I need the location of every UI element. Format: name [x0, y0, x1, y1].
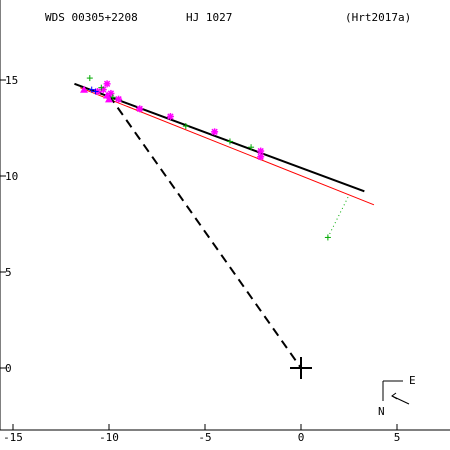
x-tick-label: -5: [198, 431, 211, 444]
speckle-point-d2: [211, 128, 218, 135]
speckle-point-d2: [103, 80, 111, 87]
reference: (Hrt2017a): [345, 11, 411, 24]
axis-ticks: -15 -10 -5 0 5 0 5 10 15: [0, 74, 400, 444]
compass-north-label: N: [378, 405, 385, 418]
compass-east-label: E: [409, 374, 416, 387]
compass: E N: [378, 374, 416, 418]
speckle-point-d2: [136, 105, 143, 112]
x-tick-label: -15: [3, 431, 23, 444]
triangle-point: [105, 95, 113, 103]
triangle-point: [80, 85, 89, 93]
periastron-dashed-line: [108, 94, 302, 369]
speckle-point-d2: [100, 86, 107, 93]
speckle-point-d2: [167, 113, 174, 120]
residual-dotted-line: [327, 194, 350, 238]
y-tick-label: 15: [5, 74, 18, 87]
speckle-point-d2: [257, 147, 264, 155]
data-markers: [80, 75, 331, 379]
speckle-point-d2: [257, 153, 264, 160]
x-tick-label: 5: [394, 431, 401, 444]
fit-lines: [74, 82, 375, 369]
y-tick-label: 10: [5, 170, 18, 183]
y-tick-label: 0: [5, 362, 12, 375]
motion-arrow-head: [391, 392, 398, 400]
x-tick-label: 0: [298, 431, 305, 444]
star-name: HJ 1027: [186, 11, 232, 24]
alt-orbit-line: [80, 87, 375, 206]
x-tick-label: -10: [99, 431, 119, 444]
y-tick-label: 5: [5, 266, 12, 279]
orbit-fit-line: [74, 82, 365, 193]
speckle-point-d2: [115, 96, 122, 103]
wds-id: WDS 00305+2208: [45, 11, 138, 24]
